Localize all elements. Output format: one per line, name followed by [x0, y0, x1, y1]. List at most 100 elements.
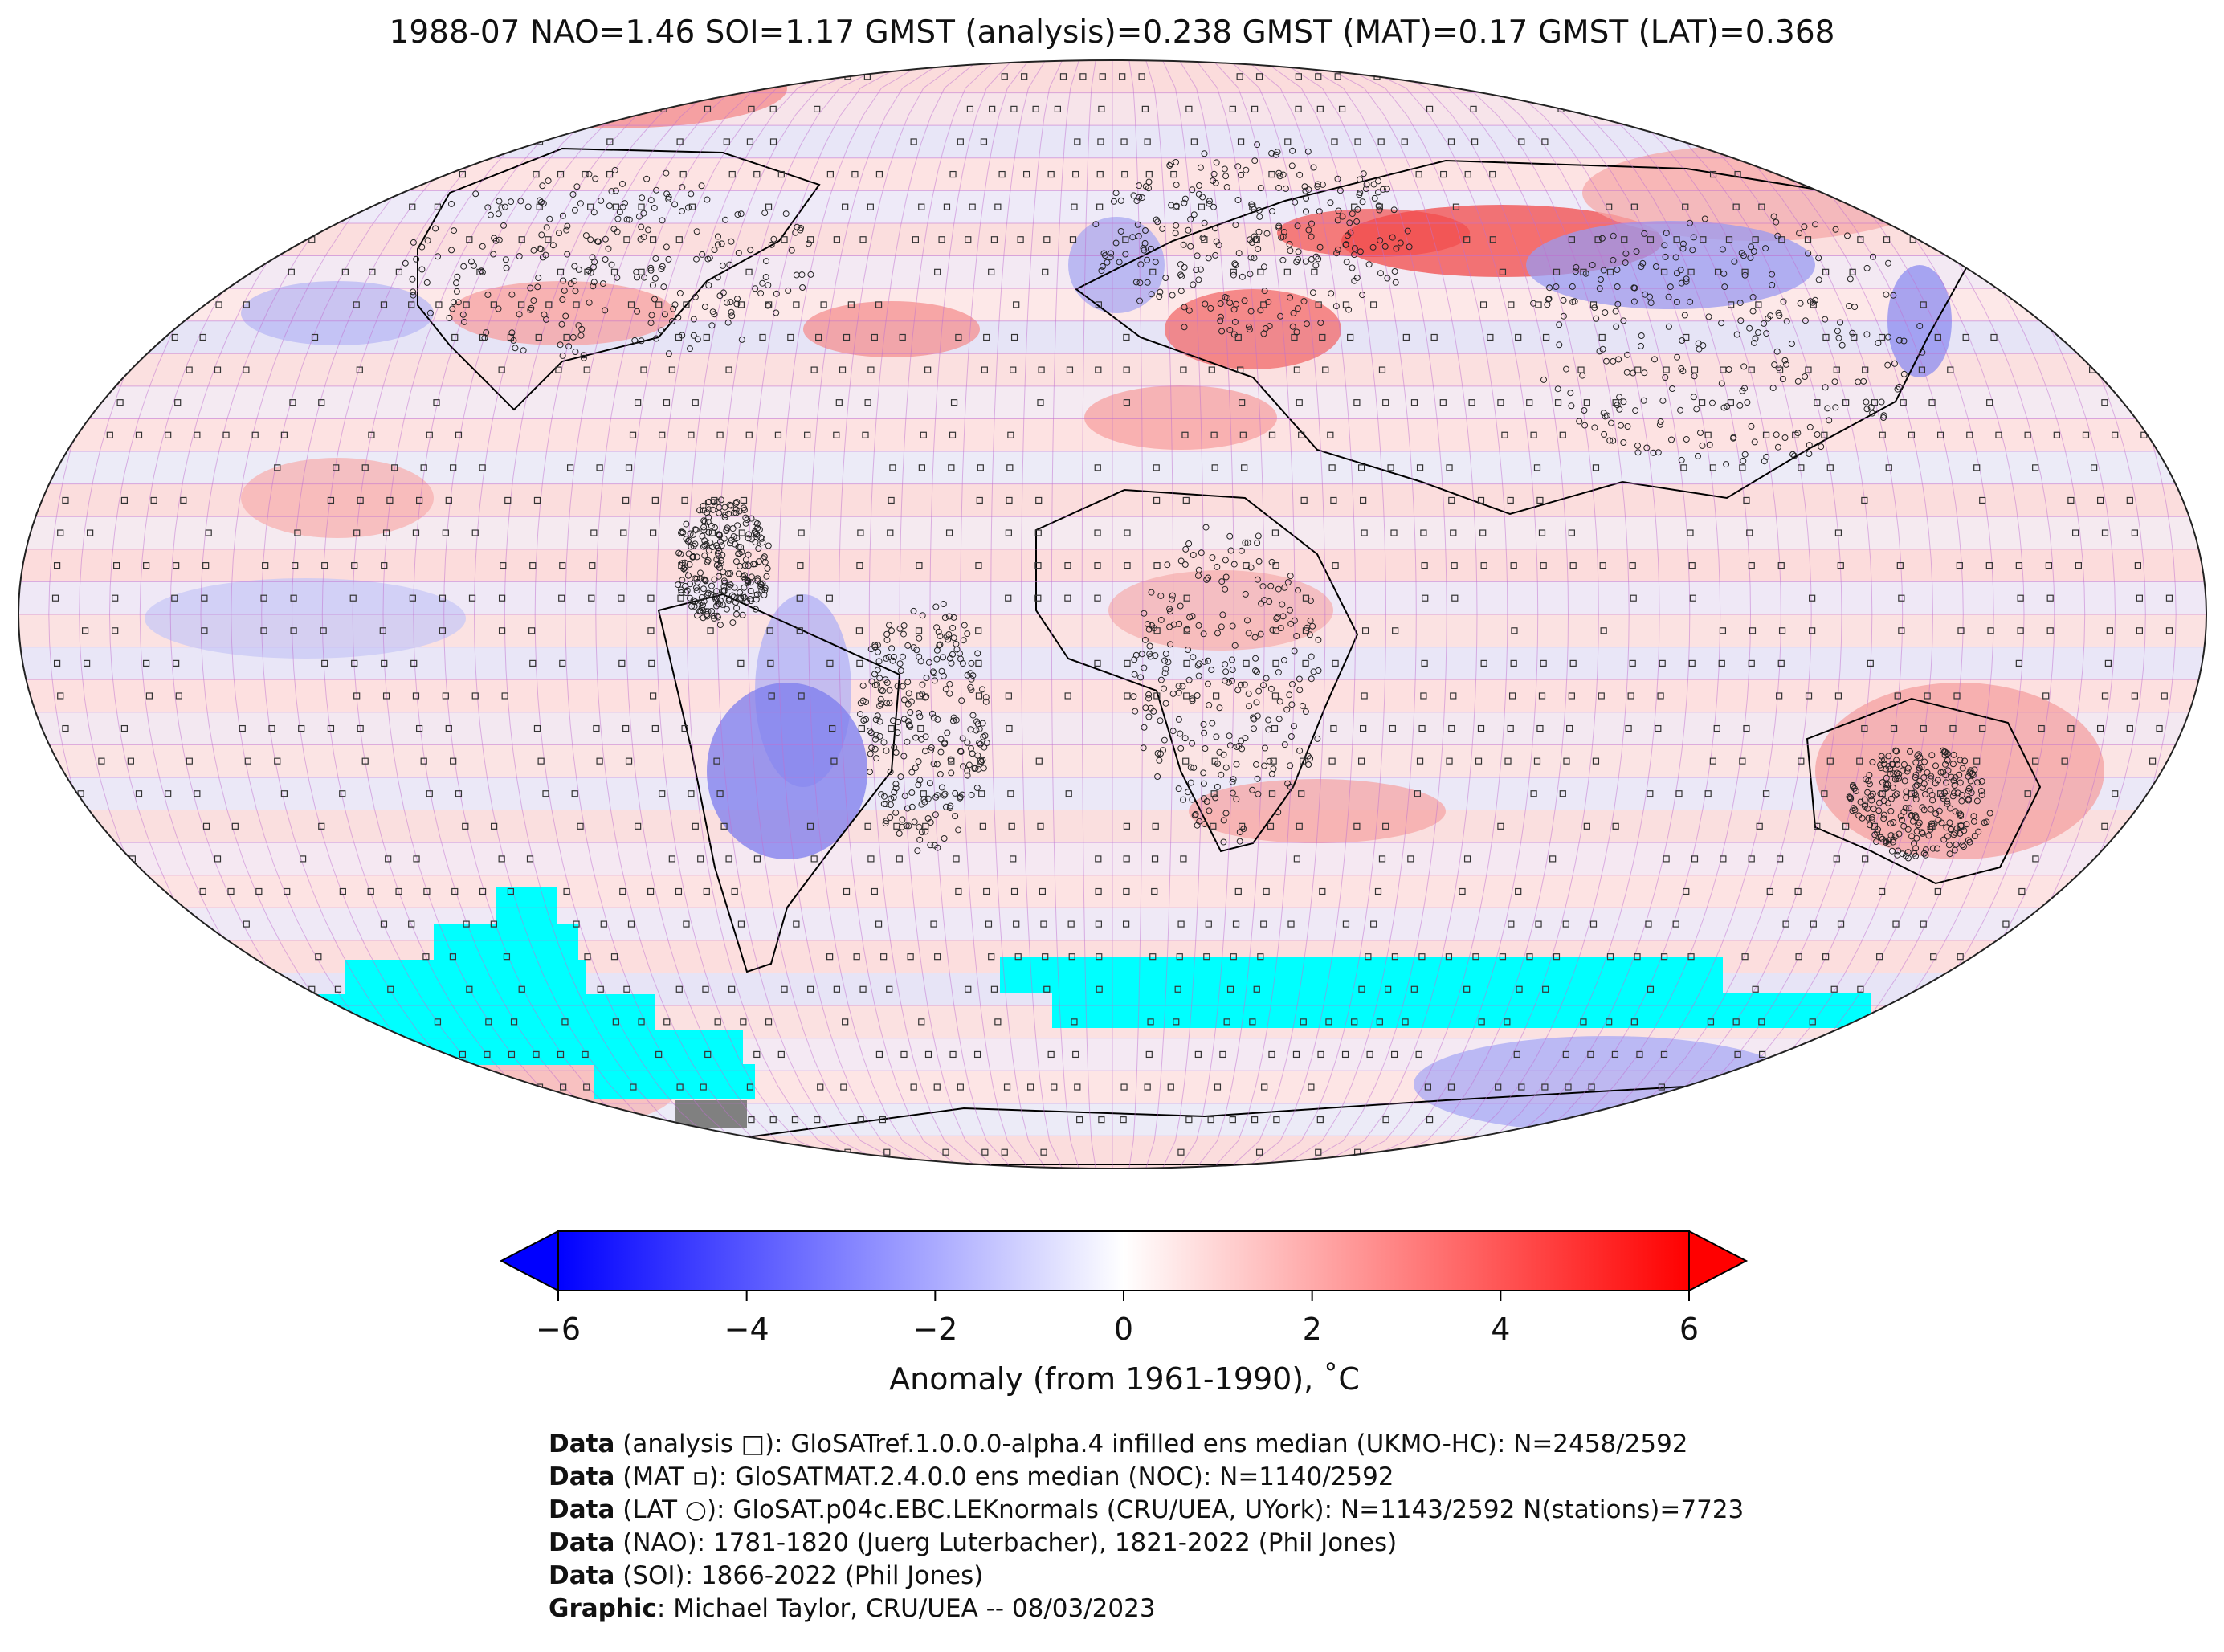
analysis-marker [683, 920, 690, 928]
analysis-marker [498, 594, 506, 602]
analysis-marker [635, 399, 642, 406]
analysis-marker [1592, 464, 1600, 471]
analysis-marker [1068, 953, 1075, 961]
analysis-marker [679, 170, 687, 178]
station-circle [1221, 165, 1228, 173]
analysis-marker [1410, 399, 1418, 406]
analysis-marker [826, 170, 834, 178]
station-circle [805, 240, 812, 247]
analysis-marker [1900, 399, 1907, 406]
analysis-marker [1251, 1116, 1259, 1124]
station-circle [479, 243, 486, 250]
analysis-marker [1267, 822, 1275, 830]
station-circle [602, 307, 609, 314]
analysis-marker [713, 757, 720, 765]
analysis-marker [280, 431, 288, 438]
analysis-marker [1680, 464, 1687, 471]
analysis-marker [1842, 822, 1850, 830]
analysis-marker [57, 692, 64, 700]
analysis-marker [243, 920, 250, 928]
station-circle [537, 245, 544, 252]
analysis-marker [1834, 529, 1842, 536]
station-circle [590, 209, 598, 216]
analysis-marker [1123, 887, 1130, 895]
analysis-marker [769, 105, 777, 112]
analysis-marker [883, 1148, 891, 1156]
station-circle [647, 320, 655, 327]
analysis-marker [830, 757, 838, 765]
analysis-marker [793, 920, 800, 928]
analysis-marker [1021, 73, 1028, 80]
station-circle [792, 229, 799, 236]
credit-line-text: : Michael Taylor, CRU/UEA -- 08/03/2023 [656, 1594, 1156, 1623]
analysis-marker [334, 985, 342, 993]
station-circle [727, 299, 734, 306]
station-circle [535, 275, 542, 281]
analysis-marker [459, 1050, 466, 1059]
analysis-marker [975, 692, 983, 700]
analysis-marker [202, 822, 210, 830]
station-circle [698, 182, 705, 190]
analysis-marker [1634, 366, 1642, 373]
analysis-marker [2101, 399, 2108, 406]
analysis-marker [899, 333, 906, 341]
analysis-marker [2053, 431, 2060, 438]
analysis-marker [983, 887, 990, 895]
analysis-marker [528, 627, 536, 634]
analysis-marker [1507, 496, 1514, 504]
station-circle [798, 271, 806, 279]
analysis-marker [1587, 1050, 1594, 1059]
analysis-marker [1124, 659, 1131, 667]
analysis-marker [840, 1083, 847, 1091]
analysis-marker [386, 496, 394, 504]
analysis-marker [1553, 268, 1561, 275]
analysis-marker [1094, 659, 1101, 667]
analysis-marker [1257, 268, 1264, 275]
analysis-marker [688, 203, 696, 210]
station-circle [559, 296, 566, 303]
station-circle [454, 273, 461, 280]
analysis-marker [1533, 757, 1541, 765]
analysis-marker [871, 333, 878, 341]
analysis-marker [1124, 692, 1131, 700]
analysis-marker [1027, 1083, 1034, 1091]
analysis-marker [557, 170, 565, 178]
analysis-marker [1241, 464, 1248, 471]
station-circle [409, 275, 416, 283]
analysis-marker [1734, 1050, 1741, 1059]
analysis-marker [1357, 464, 1365, 471]
analysis-marker [1370, 301, 1377, 308]
analysis-marker [857, 1116, 864, 1124]
analysis-marker [990, 236, 998, 243]
analysis-marker [557, 1050, 565, 1059]
anomaly-patch [1165, 289, 1341, 369]
colorbar-tick-label: −4 [724, 1311, 769, 1347]
colorbar-tick-label: −2 [912, 1311, 957, 1347]
analysis-marker [1338, 105, 1346, 112]
analysis-marker [1463, 985, 1471, 993]
station-circle [590, 263, 597, 271]
analysis-marker [1270, 757, 1277, 765]
analysis-marker [1778, 627, 1786, 634]
analysis-marker [618, 659, 626, 667]
grid-meridian [565, 60, 812, 1169]
analysis-marker [668, 366, 675, 373]
analysis-marker [1879, 333, 1886, 341]
station-circle [586, 299, 593, 306]
analysis-marker [1704, 790, 1712, 797]
analysis-marker [1513, 1050, 1520, 1059]
station-circle [1295, 248, 1302, 255]
station-circle [1304, 320, 1310, 328]
grid-meridian [838, 60, 962, 1169]
grid-meridian [291, 60, 662, 1169]
credit-line-bold: Data [549, 1462, 615, 1491]
analysis-marker [2126, 724, 2133, 732]
analysis-marker [1123, 920, 1130, 928]
analysis-marker [2032, 757, 2039, 765]
station-circle [1255, 207, 1263, 214]
analysis-marker [1809, 594, 1816, 602]
analysis-marker [759, 333, 766, 341]
analysis-marker [704, 105, 712, 112]
analysis-marker [1782, 920, 1789, 928]
station-circle [728, 238, 735, 245]
